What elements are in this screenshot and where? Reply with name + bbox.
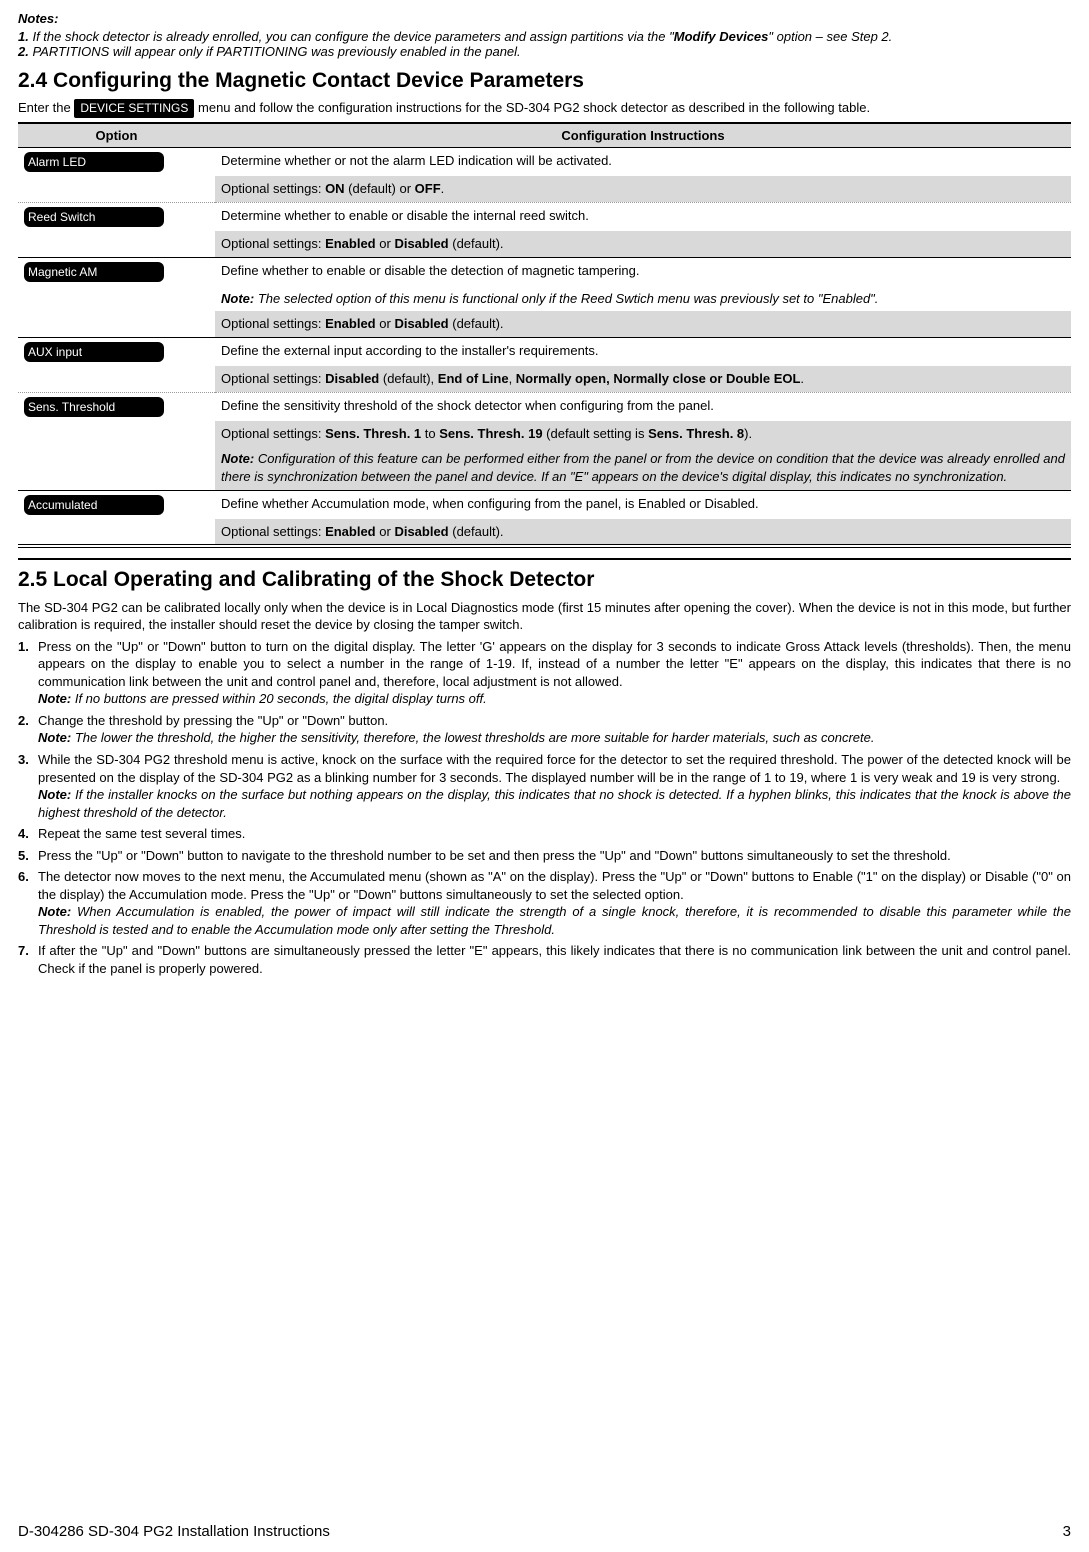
option-description: Define whether to enable or disable the … [215,257,1071,286]
option-settings: Optional settings: ON (default) or OFF. [215,176,1071,202]
page-footer: D-304286 SD-304 PG2 Installation Instruc… [18,1522,1071,1542]
table-row: Reed Switch Determine whether to enable o… [18,202,1071,231]
option-settings: Optional settings: Disabled (default), E… [215,366,1071,392]
table-row: AUX input Define the external input accor… [18,337,1071,366]
step-item: 5.Press the "Up" or "Down" button to nav… [18,847,1071,865]
note-item: 2. PARTITIONS will appear only if PARTIT… [18,43,1071,61]
option-settings: Optional settings: Enabled or Disabled (… [215,311,1071,337]
notes-heading: Notes: [18,10,1071,28]
step-note: Note: When Accumulation is enabled, the … [38,903,1071,938]
option-pill: Reed Switch [24,207,164,227]
steps-list: 1.Press on the "Up" or "Down" button to … [18,638,1071,978]
table-row: Alarm LED Determine whether or not the al… [18,148,1071,177]
option-settings: Optional settings: Sens. Thresh. 1 to Se… [215,421,1071,447]
option-description: Determine whether or not the alarm LED i… [215,148,1071,177]
footer-right: 3 [1063,1522,1071,1542]
footer-left: D-304286 SD-304 PG2 Installation Instruc… [18,1522,330,1542]
notes-list: 1. If the shock detector is already enro… [18,28,1071,61]
option-description: Define the external input according to t… [215,337,1071,366]
step-item: 4.Repeat the same test several times. [18,825,1071,843]
table-header-row: Option Configuration Instructions [18,123,1071,148]
step-item: 7.If after the "Up" and "Down" buttons a… [18,942,1071,977]
config-table: Option Configuration Instructions Alarm … [18,122,1071,546]
table-row: Sens. Threshold Define the sensitivity th… [18,392,1071,421]
option-note: Note: The selected option of this menu i… [215,286,1071,312]
section-2-4-intro: Enter the DEVICE SETTINGS menu and follo… [18,99,1071,118]
step-note: Note: The lower the threshold, the highe… [38,729,1071,747]
header-instructions: Configuration Instructions [215,123,1071,148]
table-row: Magnetic AM Define whether to enable or d… [18,257,1071,286]
section-2-5-title: 2.5 Local Operating and Calibrating of t… [18,566,1071,594]
section-2-5-intro: The SD-304 PG2 can be calibrated locally… [18,599,1071,634]
option-pill: Accumulated [24,495,164,515]
step-item: 2.Change the threshold by pressing the "… [18,712,1071,747]
option-description: Define the sensitivity threshold of the … [215,392,1071,421]
step-item: 3.While the SD-304 PG2 threshold menu is… [18,751,1071,821]
option-pill: Alarm LED [24,152,164,172]
header-option: Option [18,123,215,148]
device-settings-badge: DEVICE SETTINGS [74,99,194,117]
option-settings: Optional settings: Enabled or Disabled (… [215,519,1071,545]
notes-block: Notes: 1. If the shock detector is alrea… [18,10,1071,61]
table-row: Accumulated Define whether Accumulation m… [18,490,1071,519]
step-note: Note: If no buttons are pressed within 2… [38,690,1071,708]
step-item: 6.The detector now moves to the next men… [18,868,1071,938]
option-description: Determine whether to enable or disable t… [215,202,1071,231]
section-divider [18,558,1071,560]
option-pill: AUX input [24,342,164,362]
section-2-4-title: 2.4 Configuring the Magnetic Contact Dev… [18,67,1071,95]
option-pill: Sens. Threshold [24,397,164,417]
step-item: 1.Press on the "Up" or "Down" button to … [18,638,1071,708]
step-note: Note: If the installer knocks on the sur… [38,786,1071,821]
option-settings: Optional settings: Enabled or Disabled (… [215,231,1071,257]
option-description: Define whether Accumulation mode, when c… [215,490,1071,519]
option-post-note: Note: Configuration of this feature can … [215,446,1071,489]
option-pill: Magnetic AM [24,262,164,282]
